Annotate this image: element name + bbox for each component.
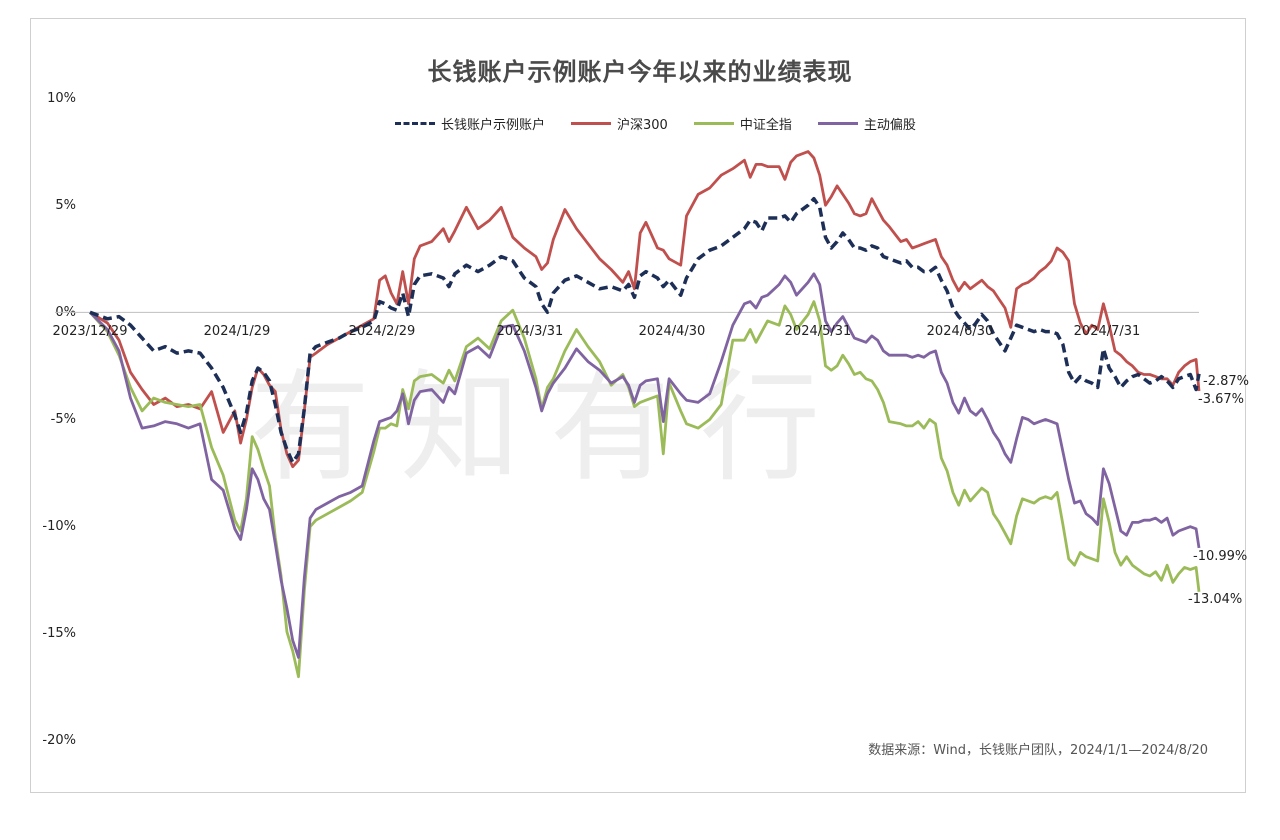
x-tick-label: 2024/5/31 <box>784 324 852 340</box>
legend-label-csi-all: 中证全指 <box>739 117 792 133</box>
x-tick-label: 2024/2/29 <box>348 324 416 340</box>
series-line-1 <box>89 150 1201 469</box>
x-tick-label: 2024/1/29 <box>203 324 271 340</box>
legend-item-csi-all: 中证全指 <box>693 114 792 133</box>
legend-item-account: 长钱账户示例账户 <box>395 114 545 133</box>
legend-swatch-csi-all <box>693 121 734 125</box>
legend-label-account: 长钱账户示例账户 <box>441 117 546 133</box>
legend: 长钱账户示例账户 沪深300 中证全指 主动偏股 <box>395 113 942 133</box>
chart-title: 长钱账户示例账户今年以来的业绩表现 <box>427 58 853 86</box>
data-source-note: 数据来源：Wind，长钱账户团队，2024/1/1—2024/8/20 <box>868 743 1208 758</box>
legend-label-hs300: 沪深300 <box>617 117 668 133</box>
end-label-csi-all: -13.04% <box>1188 592 1243 607</box>
legend-swatch-hs300 <box>571 121 612 125</box>
x-tick-label: 2024/4/30 <box>638 324 706 340</box>
y-tick-label: -20% <box>42 733 76 748</box>
x-tick-label: 2024/3/31 <box>496 324 564 340</box>
y-tick-label: -15% <box>42 626 76 641</box>
legend-item-hs300: 沪深300 <box>571 114 668 133</box>
y-tick-label: -5% <box>50 412 76 427</box>
x-tick-label: 2024/7/31 <box>1073 324 1141 340</box>
legend-label-active-equity: 主动偏股 <box>863 117 916 133</box>
legend-swatch-account <box>395 121 435 125</box>
y-tick-label: -10% <box>42 519 76 534</box>
legend-item-active-equity: 主动偏股 <box>817 114 916 133</box>
series-line-3 <box>89 272 1201 659</box>
series-line-0 <box>89 196 1201 465</box>
end-label-hs300: -3.67% <box>1198 392 1244 407</box>
legend-swatch-active-equity <box>817 121 858 125</box>
y-tick-label: 5% <box>55 198 76 213</box>
end-label-active-equity: -10.99% <box>1193 549 1248 564</box>
x-tick-label: 2023/12/29 <box>52 324 128 340</box>
series-line-2 <box>88 300 1201 679</box>
end-label-account: -2.87% <box>1203 374 1249 389</box>
y-tick-label: 10% <box>47 91 76 106</box>
x-tick-label: 2024/6/30 <box>926 324 994 340</box>
